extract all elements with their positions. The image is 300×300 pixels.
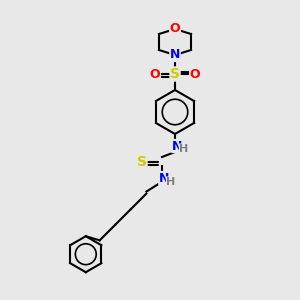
Text: S: S [137,155,147,169]
Text: S: S [170,67,180,81]
Text: O: O [190,68,200,80]
Text: H: H [167,177,176,187]
Text: N: N [170,49,180,62]
Text: O: O [170,22,180,35]
Text: N: N [172,140,182,152]
Text: O: O [150,68,160,80]
Text: N: N [159,172,169,184]
Text: H: H [179,144,189,154]
